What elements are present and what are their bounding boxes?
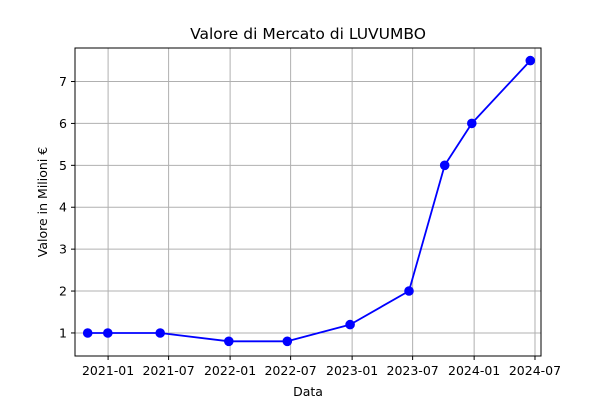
data-point	[282, 336, 293, 347]
y-axis-label: Valore in Milioni €	[35, 147, 50, 257]
x-tick-label: 2022-07	[264, 363, 316, 378]
y-tick-label: 4	[59, 200, 67, 215]
y-tick-label: 1	[59, 325, 67, 340]
data-point	[155, 328, 165, 338]
x-tick-label: 2023-01	[326, 363, 378, 378]
y-axis: 1 2 3 4 5 6 7	[59, 74, 75, 340]
data-point	[404, 286, 414, 296]
data-point	[224, 336, 234, 347]
data-point	[82, 328, 93, 338]
data-point	[525, 55, 536, 66]
y-tick-label: 7	[59, 74, 67, 89]
plot-frame	[74, 47, 542, 357]
x-tick-label: 2023-07	[387, 363, 439, 378]
x-tick-label: 2021-07	[142, 363, 194, 378]
x-tick-label: 2024-01	[448, 363, 500, 378]
data-point	[103, 328, 113, 338]
x-tick-label: 2021-01	[82, 363, 134, 378]
y-tick-label: 5	[59, 158, 67, 173]
data-point	[467, 118, 477, 129]
series-layer	[82, 55, 536, 347]
y-tick-label: 3	[59, 242, 67, 257]
series-line	[87, 59, 531, 343]
x-tick-label: 2022-01	[204, 363, 256, 378]
chart-title: Valore di Mercato di LUVUMBO	[190, 25, 426, 43]
y-tick-label: 2	[59, 284, 67, 299]
x-axis-label: Data	[293, 384, 323, 399]
y-tick-label: 6	[59, 116, 67, 131]
data-point	[439, 160, 450, 171]
data-point	[345, 319, 355, 330]
x-axis: 2021-01 2021-07 2022-01 2022-07 2023-01 2023-…	[82, 356, 561, 378]
x-tick-label: 2024-07	[509, 363, 561, 378]
grid	[75, 48, 541, 356]
